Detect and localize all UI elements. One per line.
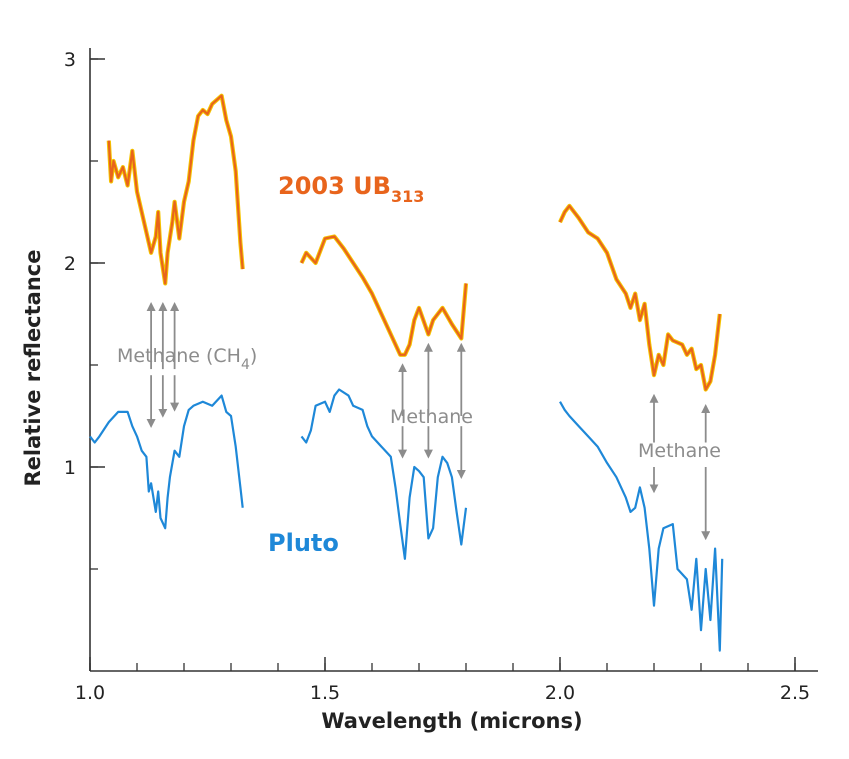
series-0-segment-2-line — [559, 204, 721, 391]
y-tick-label: 1 — [64, 457, 76, 479]
x-tick-label: 1.5 — [310, 682, 340, 704]
annotations — [146, 301, 711, 541]
y-tick-label: 2 — [64, 253, 76, 275]
series-0-segment-0-glow — [106, 93, 245, 286]
series-label-main: 2003 UB — [278, 172, 391, 200]
series-layer — [89, 93, 724, 652]
series-1-segment-2-line — [559, 401, 724, 652]
x-axis-title: Wavelength (microns) — [321, 709, 582, 733]
annotation-sub: 4 — [241, 357, 250, 373]
series-1-segment-0-line — [89, 394, 244, 530]
x-tick-label: 1.0 — [75, 682, 105, 704]
series-label-pluto: Pluto — [268, 529, 339, 557]
x-tick-label: 2.5 — [780, 682, 810, 704]
annotation-methane-2: Methane — [390, 406, 473, 428]
x-tick-label: 2.0 — [545, 682, 575, 704]
series-label-2003ub313: 2003 UB313 — [278, 172, 424, 206]
series-0-segment-1-glow — [299, 234, 469, 357]
series-1-segment-1-line — [300, 388, 468, 560]
axes — [89, 48, 818, 672]
series-0-segment-2-glow — [558, 203, 722, 392]
y-axis-title: Relative reflectance — [21, 250, 45, 487]
series-0-segment-1-line — [300, 235, 468, 356]
ticks: 1.0 1.5 2.0 2.5 1 2 3 — [64, 49, 810, 704]
y-tick-label: 3 — [64, 49, 76, 71]
annotation-methane-ch4: Methane (CH4) — [117, 345, 257, 373]
series-label-sub: 313 — [391, 187, 424, 206]
annotation-methane-3: Methane — [638, 440, 721, 462]
annotation-suffix: ) — [250, 345, 257, 367]
series-0-segment-0-line — [107, 94, 244, 285]
annotation-text: Methane (CH — [117, 345, 241, 367]
